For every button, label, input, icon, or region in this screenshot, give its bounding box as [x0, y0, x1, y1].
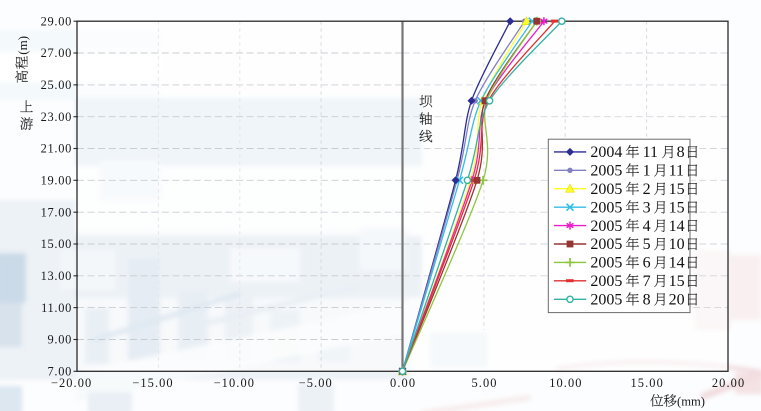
svg-text:2005: 2005	[590, 163, 622, 180]
svg-text:11: 11	[669, 163, 684, 180]
svg-text:7.00: 7.00	[48, 365, 72, 379]
svg-text:15.00: 15.00	[41, 237, 72, 251]
svg-text:−10.00: −10.00	[214, 376, 255, 390]
svg-text:2005: 2005	[590, 218, 622, 235]
svg-text:27.00: 27.00	[41, 46, 72, 60]
svg-text:2005: 2005	[590, 273, 622, 290]
svg-text:15: 15	[669, 181, 685, 198]
svg-text:2: 2	[643, 181, 651, 198]
svg-text:10.00: 10.00	[549, 376, 582, 390]
svg-text:5: 5	[643, 236, 651, 253]
svg-text:25.00: 25.00	[41, 78, 72, 92]
svg-text:20: 20	[669, 292, 685, 309]
svg-text:6: 6	[643, 255, 651, 272]
svg-text:(mm): (mm)	[677, 395, 705, 409]
svg-text:15: 15	[669, 199, 685, 216]
svg-text:14: 14	[669, 218, 685, 235]
svg-text:15.00: 15.00	[631, 376, 664, 390]
svg-text:29.00: 29.00	[41, 14, 72, 28]
svg-text:8: 8	[643, 292, 651, 309]
svg-text:2005: 2005	[590, 199, 622, 216]
svg-text:20.00: 20.00	[712, 376, 745, 390]
svg-text:10: 10	[669, 236, 685, 253]
svg-text:1: 1	[643, 163, 651, 180]
svg-text:0.00: 0.00	[390, 376, 416, 390]
svg-text:3: 3	[643, 199, 651, 216]
svg-text:17.00: 17.00	[41, 205, 72, 219]
svg-text:−20.00: −20.00	[51, 376, 92, 390]
svg-text:−15.00: −15.00	[132, 376, 173, 390]
svg-text:11: 11	[643, 144, 658, 161]
svg-text:15: 15	[669, 273, 685, 290]
svg-text:14: 14	[669, 255, 685, 272]
svg-text:9.00: 9.00	[48, 333, 72, 347]
svg-text:11.00: 11.00	[41, 301, 72, 315]
svg-text:23.00: 23.00	[41, 110, 72, 124]
svg-text:21.00: 21.00	[41, 142, 72, 156]
svg-text:7: 7	[643, 273, 651, 290]
svg-text:2005: 2005	[590, 181, 622, 198]
svg-text:2005: 2005	[590, 255, 622, 272]
svg-text:13.00: 13.00	[41, 269, 72, 283]
svg-text:19.00: 19.00	[41, 174, 72, 188]
svg-text:2005: 2005	[590, 236, 622, 253]
svg-text:5.00: 5.00	[471, 376, 497, 390]
svg-text:2005: 2005	[590, 292, 622, 309]
svg-text:2004: 2004	[590, 144, 622, 161]
svg-text:4: 4	[643, 218, 651, 235]
svg-text:−5.00: −5.00	[299, 376, 333, 390]
svg-text:(m): (m)	[15, 36, 30, 55]
svg-text:8: 8	[677, 144, 685, 161]
